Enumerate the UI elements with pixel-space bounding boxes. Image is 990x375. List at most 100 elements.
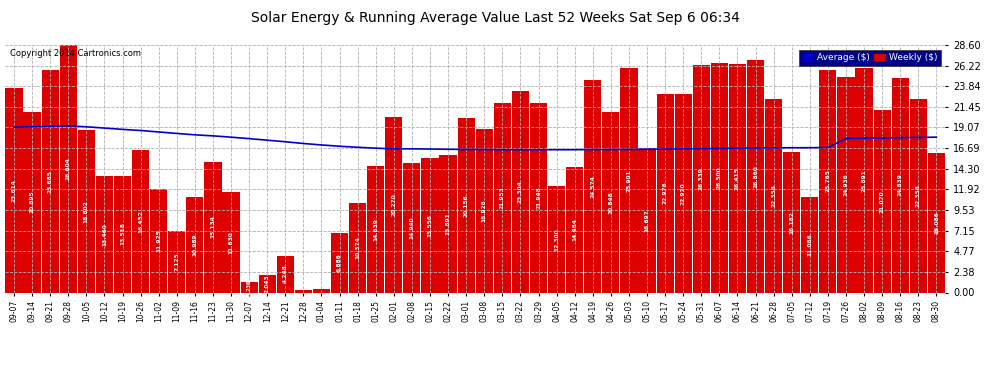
Bar — [223, 192, 240, 292]
Bar — [331, 233, 348, 292]
Text: 21.070: 21.070 — [880, 190, 885, 213]
Text: 21.948: 21.948 — [536, 186, 541, 209]
Text: 4.248: 4.248 — [283, 265, 288, 284]
Bar — [114, 176, 131, 292]
Bar — [24, 112, 41, 292]
Text: 1.236: 1.236 — [247, 279, 251, 295]
Bar — [873, 110, 891, 292]
Bar — [674, 94, 692, 292]
Text: 20.156: 20.156 — [463, 194, 468, 217]
Bar — [783, 153, 800, 292]
Bar — [42, 70, 58, 292]
Bar — [457, 118, 475, 292]
Text: 16.697: 16.697 — [644, 209, 649, 232]
Bar — [96, 176, 113, 292]
Bar — [566, 167, 583, 292]
Text: Copyright 2014 Cartronics.com: Copyright 2014 Cartronics.com — [10, 49, 141, 58]
Bar — [729, 64, 746, 292]
Text: 22.356: 22.356 — [916, 184, 921, 207]
Text: 22.356: 22.356 — [771, 184, 776, 207]
Text: 16.452: 16.452 — [138, 210, 144, 233]
Bar — [656, 94, 674, 292]
Text: 18.802: 18.802 — [84, 200, 89, 222]
Bar — [349, 203, 366, 292]
Bar — [801, 196, 819, 292]
Text: 10.989: 10.989 — [192, 234, 197, 256]
Bar — [820, 69, 837, 292]
Text: 26.339: 26.339 — [699, 167, 704, 190]
Text: 11.630: 11.630 — [229, 231, 234, 254]
Text: 24.574: 24.574 — [590, 175, 595, 198]
Text: 21.953: 21.953 — [500, 186, 505, 209]
Text: 13.518: 13.518 — [120, 223, 125, 246]
Text: 28.604: 28.604 — [65, 158, 70, 180]
Text: 13.460: 13.460 — [102, 223, 107, 246]
Bar — [59, 45, 77, 292]
Bar — [639, 148, 655, 292]
Bar — [765, 99, 782, 292]
Text: Solar Energy & Running Average Value Last 52 Weeks Sat Sep 6 06:34: Solar Energy & Running Average Value Las… — [250, 11, 740, 25]
Bar — [295, 290, 312, 292]
Text: 26.415: 26.415 — [735, 167, 740, 190]
Text: 2.043: 2.043 — [264, 274, 269, 293]
Bar — [530, 103, 547, 292]
Bar — [204, 162, 222, 292]
Bar — [693, 64, 710, 292]
Bar — [855, 69, 872, 292]
Bar — [403, 163, 421, 292]
Text: 26.860: 26.860 — [753, 165, 758, 188]
Bar — [150, 189, 167, 292]
Bar — [440, 155, 456, 292]
Text: 23.304: 23.304 — [518, 180, 523, 203]
Bar — [711, 63, 728, 292]
Bar — [548, 186, 565, 292]
Text: 20.848: 20.848 — [608, 191, 614, 214]
Bar — [928, 153, 945, 292]
Text: 15.556: 15.556 — [428, 214, 433, 237]
Bar — [276, 256, 294, 292]
Bar — [746, 60, 764, 292]
Text: 25.901: 25.901 — [627, 169, 632, 192]
Text: 15.891: 15.891 — [446, 212, 450, 235]
Text: 22.976: 22.976 — [662, 182, 667, 204]
Bar — [241, 282, 257, 292]
Bar — [621, 68, 638, 292]
Text: 14.639: 14.639 — [373, 218, 378, 240]
Text: 6.886: 6.886 — [337, 254, 343, 272]
Bar — [168, 231, 185, 292]
Text: 23.614: 23.614 — [12, 179, 17, 202]
Text: 25.685: 25.685 — [48, 170, 52, 193]
Text: 11.086: 11.086 — [807, 233, 813, 256]
Bar — [512, 91, 529, 292]
Text: 22.920: 22.920 — [681, 182, 686, 205]
Text: 18.928: 18.928 — [482, 199, 487, 222]
Text: 14.940: 14.940 — [410, 216, 415, 239]
Legend: Average ($), Weekly ($): Average ($), Weekly ($) — [799, 50, 940, 66]
Text: 14.484: 14.484 — [572, 218, 577, 241]
Bar — [385, 117, 402, 292]
Bar — [584, 80, 601, 292]
Bar — [602, 112, 620, 292]
Bar — [186, 197, 204, 292]
Bar — [494, 102, 511, 292]
Bar — [367, 166, 384, 292]
Text: 20.895: 20.895 — [30, 191, 35, 213]
Text: 24.839: 24.839 — [898, 174, 903, 196]
Text: 26.500: 26.500 — [717, 166, 722, 189]
Bar — [78, 130, 95, 292]
Text: 11.925: 11.925 — [156, 230, 161, 252]
Bar — [475, 129, 493, 292]
Bar — [5, 88, 23, 292]
Text: 12.300: 12.300 — [554, 228, 559, 251]
Text: 24.936: 24.936 — [843, 173, 848, 196]
Bar — [313, 289, 330, 292]
Bar — [258, 275, 276, 292]
Text: 16.086: 16.086 — [934, 211, 939, 234]
Text: 20.270: 20.270 — [391, 194, 396, 216]
Text: 10.374: 10.374 — [355, 236, 360, 259]
Bar — [892, 78, 909, 292]
Bar — [910, 99, 927, 292]
Bar — [132, 150, 149, 292]
Text: 16.182: 16.182 — [789, 211, 794, 234]
Text: 15.134: 15.134 — [211, 216, 216, 238]
